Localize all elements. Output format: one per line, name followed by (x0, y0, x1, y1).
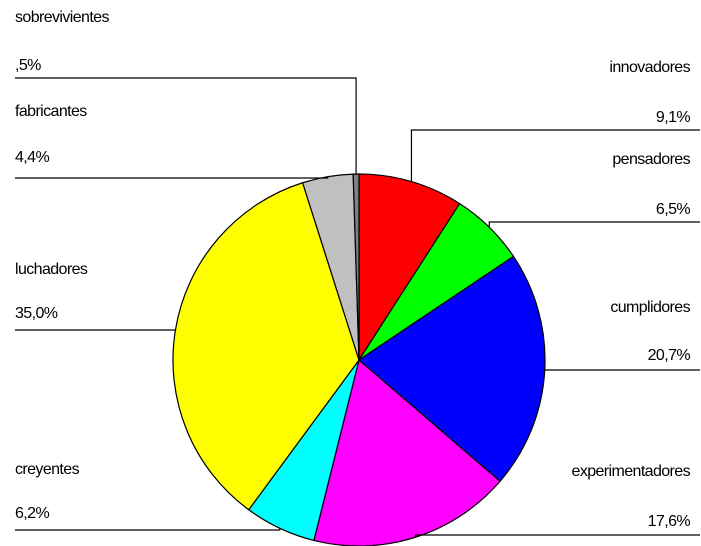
leader-line (410, 129, 700, 182)
value-label: 4,4% (15, 149, 49, 166)
value-label: 6,2% (15, 505, 49, 522)
leader-line (414, 534, 700, 538)
leader-line (15, 176, 329, 179)
value-label: 17,6% (648, 513, 691, 530)
slice-label: pensadores (612, 151, 690, 168)
slice-label: experimentadores (572, 463, 691, 480)
value-label: 6,5% (656, 201, 690, 218)
slice-label: cumplidores (610, 299, 690, 316)
slice-label: luchadores (15, 261, 88, 278)
leader-line (15, 528, 281, 531)
slice (352, 173, 360, 361)
value-label: ,5% (15, 57, 41, 74)
slice-label: innovadores (609, 59, 690, 76)
slice-label: sobrevivientes (15, 9, 109, 26)
value-label: 20,7% (648, 347, 691, 364)
leader-line (488, 221, 700, 228)
leader-line (544, 369, 700, 372)
value-label: 9,1% (656, 109, 690, 126)
leader-line (15, 77, 357, 175)
value-label: 35,0% (15, 305, 58, 322)
slice-label: fabricantes (15, 103, 87, 120)
slice-label: creyentes (15, 461, 80, 478)
